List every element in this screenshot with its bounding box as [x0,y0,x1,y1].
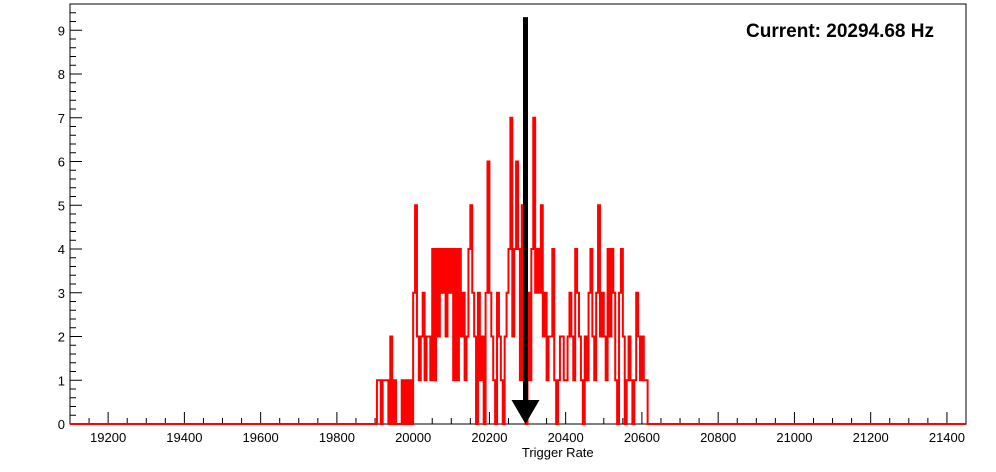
marker-arrowhead [511,400,540,424]
y-tick-label: 8 [58,67,65,82]
x-tick-label: 20400 [548,430,584,445]
x-tick-label: 21400 [929,430,965,445]
x-tick-label: 19200 [90,430,126,445]
x-tick-label: 20200 [471,430,507,445]
x-tick-label: 20000 [395,430,431,445]
y-tick-label: 1 [58,373,65,388]
x-tick-label: 21200 [853,430,889,445]
y-tick-label: 3 [58,286,65,301]
current-rate-label: Current: 20294.68 Hz [746,21,934,42]
y-tick-label: 4 [58,242,65,257]
x-tick-label: 19400 [166,430,202,445]
current-rate-marker [511,17,540,424]
y-tick-label: 9 [58,23,65,38]
x-tick-label: 21000 [776,430,812,445]
histogram-series [70,116,966,425]
x-axis-title: Trigger Rate [522,445,594,460]
x-axis-ticks: 19200 19400 19600 19800 20000 20200 20400 20600… [69,412,967,445]
x-tick-label: 20800 [700,430,736,445]
y-tick-label: 7 [58,111,65,126]
y-tick-label: 0 [58,417,65,432]
x-tick-label: 20600 [624,430,660,445]
x-tick-label: 19600 [243,430,279,445]
x-tick-label: 19800 [319,430,355,445]
y-tick-label: 2 [58,330,65,345]
y-tick-label: 6 [58,155,65,170]
y-tick-label: 5 [58,198,65,213]
